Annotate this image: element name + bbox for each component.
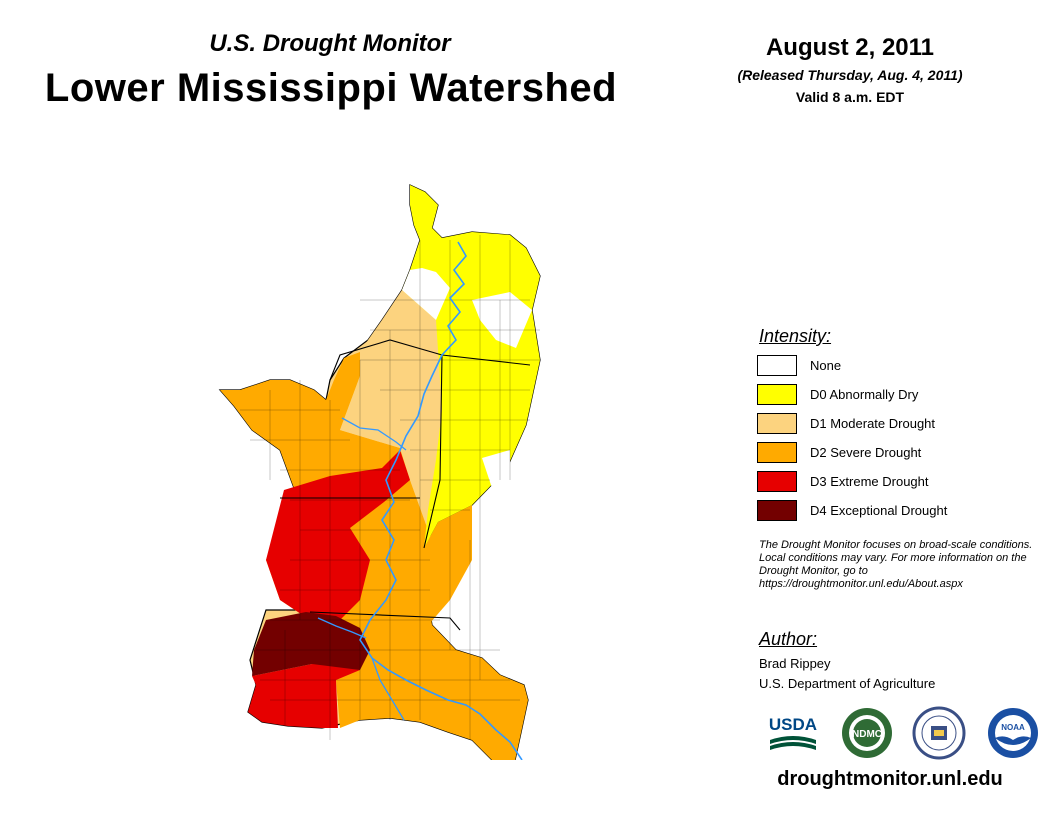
- legend-item: D2 Severe Drought: [757, 440, 1017, 469]
- release-date: (Released Thursday, Aug. 4, 2011): [737, 67, 963, 83]
- state-boundaries: [280, 339, 531, 631]
- website-url[interactable]: droughtmonitor.unl.edu: [777, 768, 1003, 790]
- noaa-logo: NOAA: [986, 706, 1040, 760]
- legend-item: D1 Moderate Drought: [757, 411, 1017, 440]
- none-east-region: [482, 450, 510, 488]
- mississippi-river: [359, 241, 523, 760]
- legend-label: D3 Extreme Drought: [810, 474, 929, 489]
- legend-label: D1 Moderate Drought: [810, 416, 936, 431]
- map-subtitle: U.S. Drought Monitor: [209, 30, 451, 57]
- legend-label: None: [810, 358, 842, 373]
- valid-time: Valid 8 a.m. EDT: [795, 89, 905, 105]
- county-lines: [240, 235, 540, 740]
- svg-text:NDMC: NDMC: [852, 729, 882, 740]
- legend-swatch: [757, 471, 797, 492]
- legend-swatch: [757, 384, 797, 405]
- d2-southeast-region: [424, 505, 472, 630]
- disclaimer-note: The Drought Monitor focuses on broad-sca…: [759, 539, 1033, 590]
- d1-region: [340, 290, 442, 530]
- legend-label: D4 Exceptional Drought: [810, 503, 948, 518]
- legend-swatch: [757, 355, 797, 376]
- legend-swatch: [757, 442, 797, 463]
- ndmc-logo: NDMC: [840, 706, 894, 760]
- legend-heading: Intensity:: [759, 326, 832, 346]
- svg-text:NOAA: NOAA: [1001, 723, 1025, 732]
- author-name: Brad Rippey: [759, 656, 831, 671]
- none-north-region: [402, 268, 450, 320]
- valid-date: August 2, 2011: [765, 34, 935, 61]
- commerce-logo: [912, 706, 966, 760]
- legend-label: D2 Severe Drought: [810, 445, 922, 460]
- usda-logo: USDA: [766, 706, 820, 760]
- d3-south-region: [248, 660, 360, 728]
- author-organization: U.S. Department of Agriculture: [759, 676, 936, 691]
- author-heading: Author:: [759, 629, 818, 649]
- legend-item: D0 Abnormally Dry: [757, 382, 1017, 411]
- legend-item: None: [757, 353, 1017, 382]
- drought-map: [218, 184, 541, 760]
- legend-item: D3 Extreme Drought: [757, 469, 1017, 498]
- legend-label: D0 Abnormally Dry: [810, 387, 919, 402]
- legend: None D0 Abnormally Dry D1 Moderate Drought…: [757, 353, 1017, 527]
- none-northeast-region: [472, 292, 532, 348]
- legend-swatch: [757, 500, 797, 521]
- atchafalaya-river: [371, 657, 405, 721]
- svg-text:USDA: USDA: [769, 715, 817, 734]
- red-river: [317, 617, 367, 639]
- legend-item: D4 Exceptional Drought: [757, 498, 1017, 527]
- d2-west-region: [220, 352, 528, 760]
- d3-region: [266, 450, 410, 620]
- map-title: Lower Mississippi Watershed: [44, 66, 618, 110]
- legend-swatch: [757, 413, 797, 434]
- arkansas-river: [341, 417, 407, 451]
